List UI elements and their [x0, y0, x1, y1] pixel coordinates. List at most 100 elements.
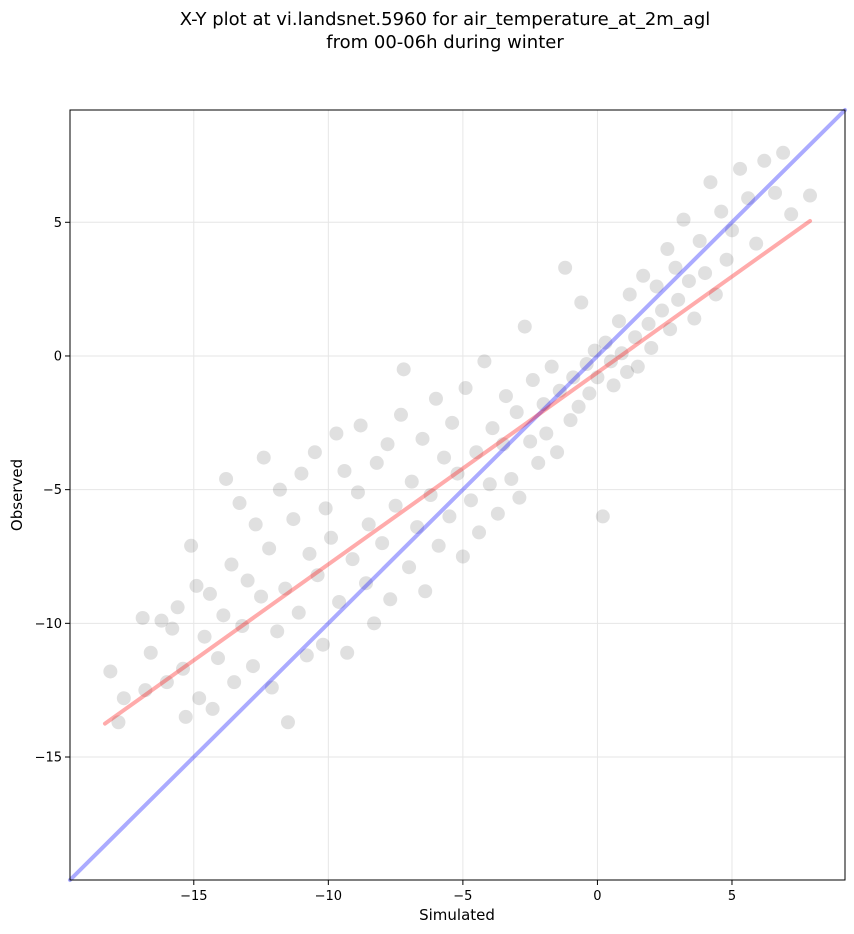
data-point — [714, 204, 729, 219]
data-point — [154, 613, 169, 628]
data-point — [353, 418, 368, 433]
data-point — [681, 274, 696, 289]
data-point — [192, 691, 207, 706]
data-point — [262, 541, 277, 556]
data-point — [622, 287, 637, 302]
data-point — [472, 525, 487, 540]
data-point — [219, 471, 234, 486]
data-point — [676, 212, 691, 227]
data-point — [393, 407, 408, 422]
data-point — [197, 629, 212, 644]
data-point — [256, 450, 271, 465]
data-point — [741, 191, 756, 206]
data-point — [329, 426, 344, 441]
data-point — [437, 450, 452, 465]
data-point — [138, 683, 153, 698]
data-point — [512, 490, 527, 505]
data-point — [135, 610, 150, 625]
x-axis-label: Simulated — [419, 906, 495, 924]
data-point — [388, 498, 403, 513]
data-point — [611, 314, 626, 329]
data-point — [431, 538, 446, 553]
data-point — [240, 573, 255, 588]
data-point — [410, 520, 425, 535]
data-point — [668, 260, 683, 275]
x-tick-label: −5 — [453, 889, 472, 904]
data-point — [724, 223, 739, 238]
data-point — [294, 466, 309, 481]
data-point — [254, 589, 269, 604]
chart-subtitle: from 00-06h during winter — [326, 32, 564, 53]
data-point — [178, 709, 193, 724]
data-point — [703, 175, 718, 190]
data-point — [404, 474, 419, 489]
y-tick-label: 5 — [54, 216, 62, 231]
data-point — [733, 161, 748, 176]
data-point — [248, 517, 263, 532]
data-point — [477, 354, 492, 369]
data-point — [482, 477, 497, 492]
plot-frame — [69, 109, 846, 881]
data-point — [445, 415, 460, 430]
data-point — [558, 260, 573, 275]
y-tick-label: −10 — [35, 617, 62, 632]
data-point — [415, 431, 430, 446]
data-point — [245, 659, 260, 674]
data-point — [340, 645, 355, 660]
data-point — [299, 648, 314, 663]
x-tick-label: 5 — [728, 889, 736, 904]
data-point — [628, 330, 643, 345]
data-point — [463, 493, 478, 508]
data-point — [402, 560, 417, 575]
data-point — [359, 576, 374, 591]
data-point — [337, 463, 352, 478]
regression-line — [102, 218, 813, 726]
data-point — [345, 552, 360, 567]
data-point — [504, 471, 519, 486]
data-point — [687, 311, 702, 326]
data-point — [310, 568, 325, 583]
data-point — [566, 370, 581, 385]
data-point — [458, 381, 473, 396]
data-point — [574, 295, 589, 310]
data-point — [170, 600, 185, 615]
data-point — [211, 651, 226, 666]
data-point — [103, 664, 118, 679]
data-point — [369, 455, 384, 470]
data-point — [606, 378, 621, 393]
data-point — [630, 359, 645, 374]
data-point — [784, 207, 799, 222]
lines-layer — [68, 108, 847, 882]
data-point — [278, 581, 293, 596]
data-point — [544, 359, 559, 374]
data-point — [603, 354, 618, 369]
data-point — [307, 445, 322, 460]
data-point — [442, 509, 457, 524]
data-point — [202, 586, 217, 601]
data-point — [587, 343, 602, 358]
data-point — [708, 287, 723, 302]
data-point — [803, 188, 818, 203]
data-point — [590, 370, 605, 385]
data-point — [165, 621, 180, 636]
data-point — [332, 594, 347, 609]
data-point — [768, 185, 783, 200]
data-point — [525, 373, 540, 388]
data-point — [423, 488, 438, 502]
data-point — [598, 335, 613, 350]
data-point — [318, 501, 333, 516]
y-axis-label: Observed — [8, 459, 26, 531]
data-point — [641, 316, 656, 331]
x-axis-ticks: −15 −10 −5 0 5 — [180, 880, 736, 904]
data-point — [270, 624, 285, 639]
data-point — [517, 319, 532, 334]
data-point — [469, 445, 484, 460]
y-tick-label: −5 — [43, 483, 62, 498]
data-point — [571, 399, 586, 414]
data-point — [490, 506, 505, 521]
data-point — [523, 434, 538, 449]
data-point — [227, 675, 242, 690]
data-point — [216, 608, 231, 623]
